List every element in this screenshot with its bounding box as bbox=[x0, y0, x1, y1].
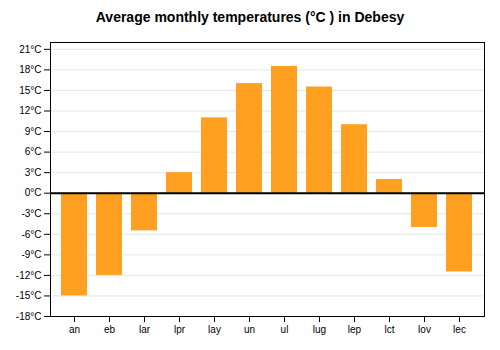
svg-text:-15°C: -15°C bbox=[16, 290, 42, 301]
svg-text:lay: lay bbox=[208, 324, 221, 335]
svg-text:an: an bbox=[69, 324, 80, 335]
svg-text:-3°C: -3°C bbox=[21, 208, 41, 219]
svg-text:-12°C: -12°C bbox=[16, 270, 42, 281]
svg-text:12°C: 12°C bbox=[19, 105, 41, 116]
svg-text:21°C: 21°C bbox=[19, 44, 41, 55]
svg-text:9°C: 9°C bbox=[25, 126, 42, 137]
svg-text:lug: lug bbox=[313, 324, 326, 335]
svg-text:-6°C: -6°C bbox=[21, 229, 41, 240]
svg-text:lec: lec bbox=[453, 324, 466, 335]
svg-text:un: un bbox=[244, 324, 255, 335]
svg-text:15°C: 15°C bbox=[19, 85, 41, 96]
svg-text:ul: ul bbox=[281, 324, 289, 335]
svg-text:-18°C: -18°C bbox=[16, 311, 42, 322]
svg-text:lov: lov bbox=[418, 324, 431, 335]
svg-text:lep: lep bbox=[348, 324, 362, 335]
svg-text:lct: lct bbox=[385, 324, 395, 335]
html-text:Average monthly temperatures (: Average monthly temperatures (°C ) in De… bbox=[95, 9, 405, 25]
svg-text:18°C: 18°C bbox=[19, 64, 41, 75]
svg-text:lpr: lpr bbox=[174, 324, 186, 335]
svg-text:3°C: 3°C bbox=[25, 167, 42, 178]
svg-text:lar: lar bbox=[139, 324, 151, 335]
svg-text:0°C: 0°C bbox=[25, 187, 42, 198]
svg-text:eb: eb bbox=[104, 324, 116, 335]
svg-text:-9°C: -9°C bbox=[21, 249, 41, 260]
svg-text:6°C: 6°C bbox=[25, 146, 42, 157]
